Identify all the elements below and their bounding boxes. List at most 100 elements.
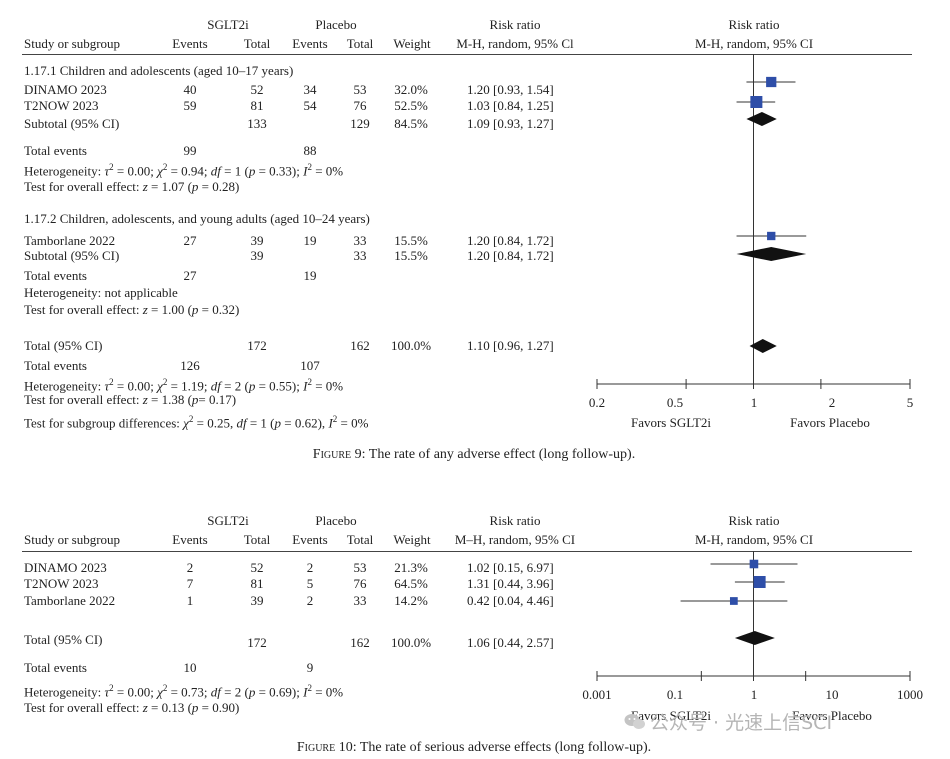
total-2: 33 (353, 233, 367, 248)
total-2: 33 (353, 248, 367, 263)
axis-tick-label: 0.5 (666, 395, 684, 410)
risk-ratio-ci: 1.02 [0.15, 6.97] (467, 560, 554, 575)
effect-marker (753, 576, 766, 588)
overall-effect: Test for overall effect: z = 1.00 (p = 0… (24, 302, 240, 317)
total-1: 52 (250, 82, 264, 97)
overall-effect: Test for overall effect: z = 1.38 (p= 0.… (24, 392, 237, 407)
figure-caption: Figure 9: The rate of any adverse effect… (312, 447, 636, 462)
total-2: 76 (353, 576, 367, 591)
events-2: 19 (303, 233, 317, 248)
total-1: 39 (250, 233, 264, 248)
events-1: 1 (186, 593, 194, 608)
events-2: 2 (306, 593, 314, 608)
total-events-label: Total events (24, 660, 87, 675)
header-placebo: Placebo (315, 513, 357, 528)
header-total-1: Total (243, 36, 271, 51)
events-2: 107 (300, 358, 320, 373)
heterogeneity: Heterogeneity: τ2 = 0.00; χ2 = 0.73; df … (24, 683, 344, 700)
total-label: Total (95% CI) (24, 338, 103, 353)
study-name: T2NOW 2023 (24, 576, 99, 591)
total-1: 39 (250, 248, 264, 263)
events-1: 10 (183, 660, 197, 675)
total-1: 52 (250, 560, 264, 575)
favors-right-label: Favors Placebo (792, 708, 872, 723)
header-weight: Weight (393, 36, 431, 51)
weight: 64.5% (394, 576, 428, 591)
risk-ratio-ci: 1.10 [0.96, 1.27] (467, 338, 554, 353)
weight: 84.5% (394, 116, 428, 131)
total-2: 53 (353, 82, 367, 97)
total-events-label: Total events (24, 358, 87, 373)
events-1: 40 (183, 82, 197, 97)
heterogeneity: Heterogeneity: not applicable (24, 285, 178, 300)
header-events-2: Events (292, 36, 328, 51)
header-method-plot: M-H, random, 95% CI (694, 36, 814, 51)
study-name: Tamborlane 2022 (24, 593, 116, 608)
events-2: 88 (303, 143, 317, 158)
effect-marker (750, 96, 763, 108)
events-2: 54 (303, 98, 317, 113)
header-placebo: Placebo (315, 17, 357, 32)
total-2: 162 (350, 338, 370, 353)
risk-ratio-ci: 1.06 [0.44, 2.57] (467, 635, 554, 650)
total-2: 162 (350, 635, 370, 650)
risk-ratio-ci: 1.20 [0.84, 1.72] (467, 233, 554, 248)
header-study: Study or subgroup (24, 532, 121, 547)
header-method: M-H, random, 95% Cl (456, 36, 574, 51)
risk-ratio-ci: 1.09 [0.93, 1.27] (467, 116, 554, 131)
header-events-2: Events (292, 532, 328, 547)
header-events-1: Events (172, 532, 208, 547)
risk-ratio-ci: 1.31 [0.44, 3.96] (467, 576, 554, 591)
axis-tick-label: 1 (750, 687, 758, 702)
study-name: DINAMO 2023 (24, 82, 107, 97)
watermark: 公众号 · 光速上信SCI (624, 708, 832, 735)
events-1: 2 (186, 560, 194, 575)
axis-tick-label: 5 (906, 395, 914, 410)
study-name: Tamborlane 2022 (24, 233, 116, 248)
total-2: 129 (350, 116, 370, 131)
header-total-2: Total (346, 36, 374, 51)
effect-marker (767, 231, 776, 241)
axis-tick-label: 0.2 (588, 395, 606, 410)
overall-effect: Test for overall effect: z = 0.13 (p = 0… (24, 700, 240, 715)
header-sglt2i: SGLT2i (207, 17, 249, 32)
subgroup-title: 1.17.2 Children, adolescents, and young … (24, 211, 370, 226)
header-risk-ratio-plot: Risk ratio (728, 17, 780, 32)
total-events-label: Total events (24, 268, 87, 283)
header-method-plot: M-H, random, 95% CI (694, 532, 814, 547)
header-total-2: Total (346, 532, 374, 547)
summary-diamond (749, 339, 777, 353)
events-2: 2 (306, 560, 314, 575)
header-sglt2i: SGLT2i (207, 513, 249, 528)
summary-diamond (746, 112, 777, 126)
header-method: M–H, random, 95% CI (454, 532, 576, 547)
favors-right-label: Favors Placebo (790, 415, 870, 430)
summary-diamond (736, 247, 807, 261)
header-rule (22, 551, 912, 552)
total-1: 81 (250, 576, 264, 591)
heterogeneity: Heterogeneity: τ2 = 0.00; χ2 = 0.94; df … (24, 162, 344, 179)
risk-ratio-ci: 1.20 [0.93, 1.54] (467, 82, 554, 97)
risk-ratio-ci: 1.20 [0.84, 1.72] (467, 248, 554, 263)
total-2: 76 (353, 98, 367, 113)
effect-marker (729, 597, 738, 605)
weight: 32.0% (394, 82, 428, 97)
events-1: 99 (183, 143, 197, 158)
total-1: 39 (250, 593, 264, 608)
heterogeneity: Heterogeneity: τ2 = 0.00; χ2 = 1.19; df … (24, 377, 344, 394)
risk-ratio-ci: 1.03 [0.84, 1.25] (467, 98, 554, 113)
weight: 15.5% (394, 248, 428, 263)
events-1: 59 (183, 98, 197, 113)
subtotal-label: Subtotal (95% CI) (24, 248, 120, 263)
total-2: 33 (353, 593, 367, 608)
axis-tick-label: 1000 (897, 687, 923, 702)
total-1: 172 (247, 338, 267, 353)
risk-ratio-ci: 0.42 [0.04, 4.46] (467, 593, 554, 608)
wechat-icon (624, 713, 645, 729)
summary-diamond (734, 631, 775, 645)
weight: 14.2% (394, 593, 428, 608)
events-1: 7 (186, 576, 194, 591)
header-events-1: Events (172, 36, 208, 51)
subtotal-label: Subtotal (95% CI) (24, 116, 120, 131)
subgroup-title: 1.17.1 Children and adolescents (aged 10… (24, 63, 294, 78)
